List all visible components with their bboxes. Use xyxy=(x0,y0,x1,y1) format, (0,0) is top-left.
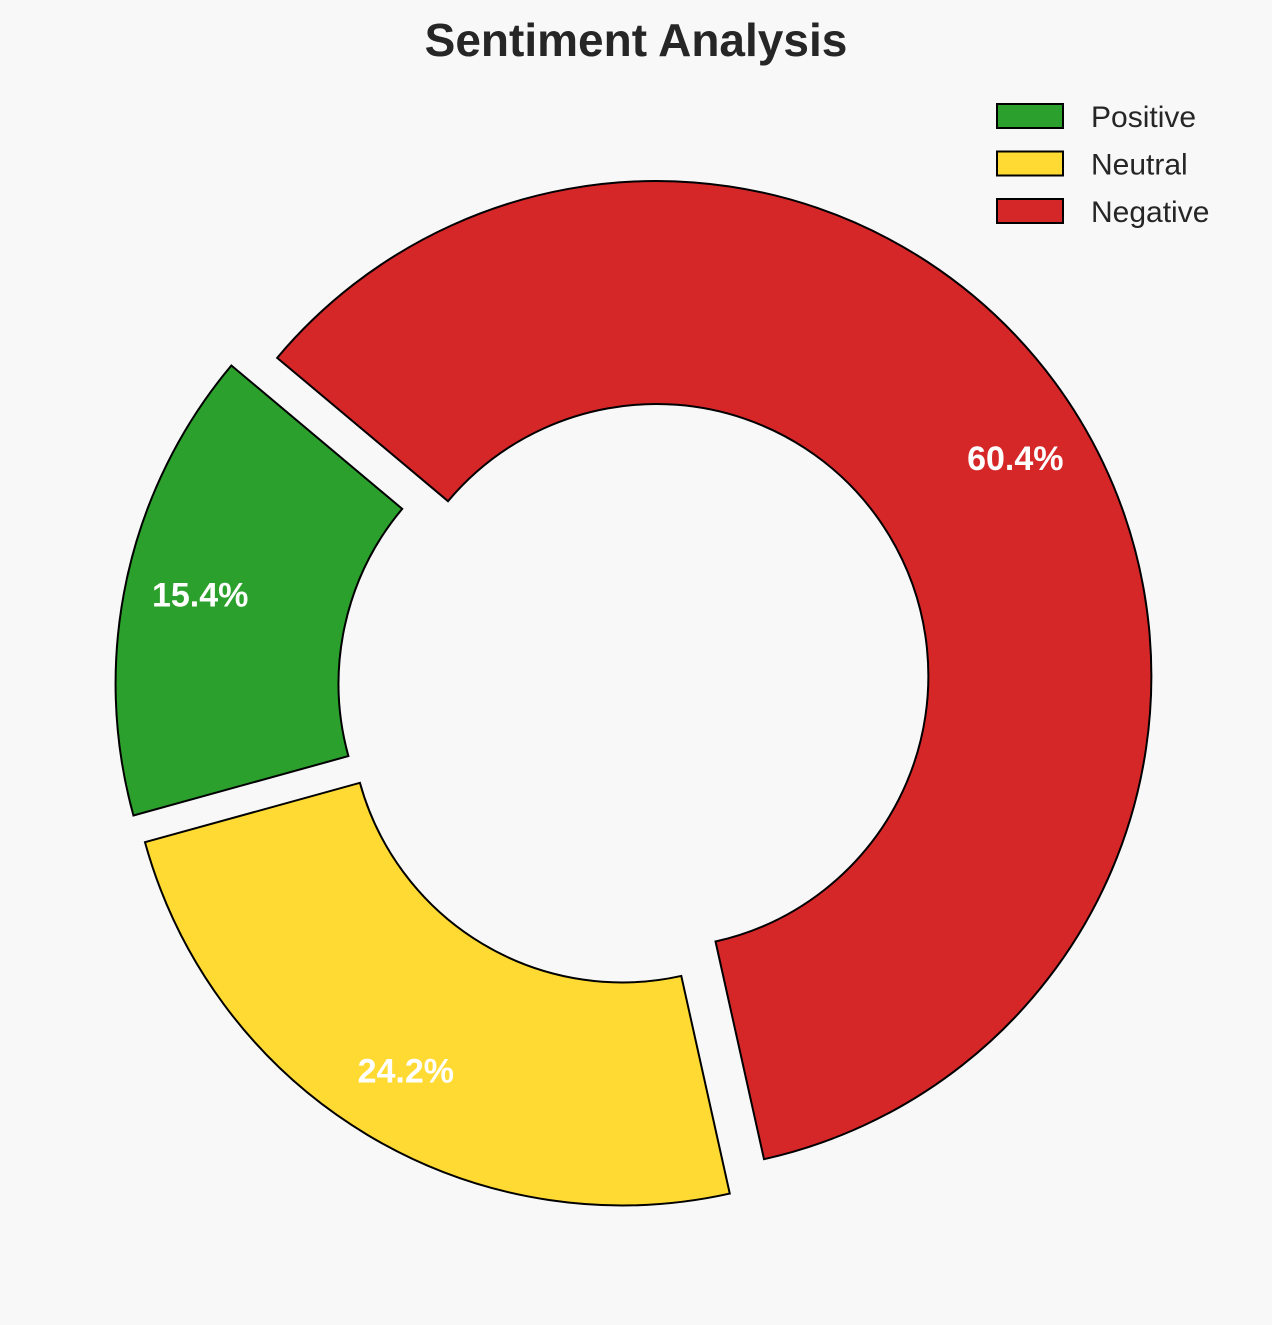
legend-label-positive: Positive xyxy=(1091,101,1196,134)
pct-label-positive: 15.4% xyxy=(152,576,248,614)
pct-labels: 15.4% 24.2% 60.4% xyxy=(152,440,1064,1090)
legend-swatch-negative xyxy=(996,198,1064,224)
slice-negative xyxy=(275,180,1153,1161)
slices xyxy=(114,180,1153,1207)
pct-label-neutral: 24.2% xyxy=(358,1052,454,1090)
slice-neutral xyxy=(143,781,731,1207)
legend-swatch-neutral xyxy=(996,150,1064,177)
legend: Positive Neutral Negative xyxy=(996,101,1209,229)
legend-label-neutral: Neutral xyxy=(1091,149,1188,182)
legend-swatch-positive xyxy=(996,103,1064,129)
legend-label-negative: Negative xyxy=(1091,196,1209,229)
slice-positive xyxy=(114,364,404,817)
pct-label-negative: 60.4% xyxy=(967,440,1063,478)
chart-title: Sentiment Analysis xyxy=(425,14,848,66)
